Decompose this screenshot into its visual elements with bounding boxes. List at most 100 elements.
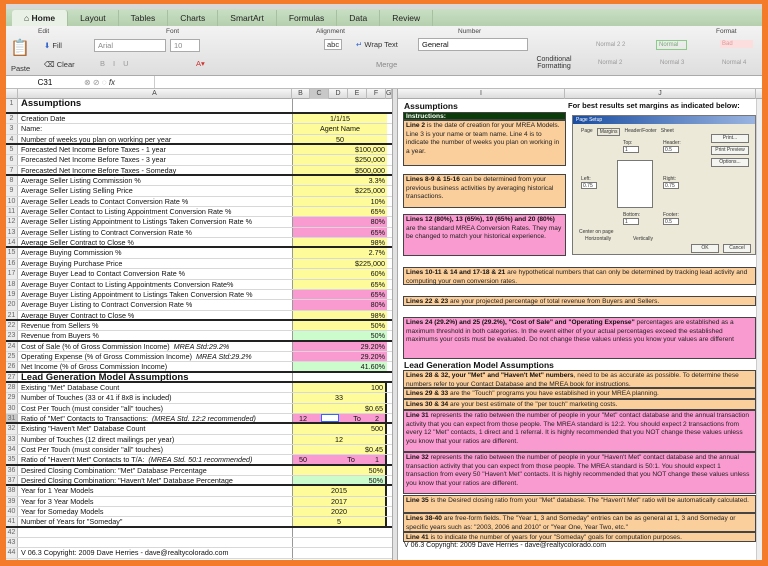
value-cell[interactable]: 3.3%: [292, 176, 387, 186]
value-cell[interactable]: $250,000: [292, 155, 387, 165]
value-cell[interactable]: [292, 548, 387, 558]
row-label[interactable]: Year for Someday Models: [18, 507, 292, 516]
ratio-part[interactable]: 12: [299, 413, 307, 423]
row-label[interactable]: Existing "Met" Database Count: [18, 383, 292, 392]
column-header-e[interactable]: E: [348, 89, 367, 99]
row-number[interactable]: 8: [6, 176, 18, 186]
number-format-select[interactable]: General: [418, 38, 528, 51]
row-label[interactable]: Existing "Haven't Met" Database Count: [18, 424, 292, 433]
row-number[interactable]: 11: [6, 207, 18, 217]
clipboard-icon[interactable]: 📋: [10, 40, 30, 57]
row-number[interactable]: 30: [6, 403, 18, 413]
conditional-formatting-button[interactable]: Conditional Formatting: [536, 56, 572, 70]
row-number[interactable]: 2: [6, 114, 18, 124]
row-label[interactable]: Desired Closing Combination: "Haven't Me…: [18, 476, 292, 484]
row-label[interactable]: Average Buyer Listing to Contract Conver…: [18, 300, 292, 309]
style-normal[interactable]: Normal: [656, 40, 688, 50]
row-label[interactable]: Forecasted Net Income Before Taxes - 3 y…: [18, 155, 292, 164]
row-number[interactable]: 10: [6, 196, 18, 207]
value-cell[interactable]: [292, 372, 387, 381]
value-cell[interactable]: [292, 558, 387, 560]
select-all-corner[interactable]: [6, 89, 18, 99]
value-cell[interactable]: 50 To 1: [292, 455, 387, 465]
value-cell[interactable]: 50%: [292, 465, 387, 476]
value-cell[interactable]: 29.20%: [292, 341, 387, 351]
row-number[interactable]: 34: [6, 445, 18, 455]
row-label[interactable]: Average Seller Leads to Contact Conversi…: [18, 197, 292, 206]
value-cell[interactable]: $0.45: [292, 445, 387, 455]
row-label[interactable]: Average Buyer Listing Appointment to Lis…: [18, 290, 292, 299]
row-label[interactable]: Year for 3 Year Models: [18, 497, 292, 506]
row-label[interactable]: Cost Per Touch (must consider "all" touc…: [18, 445, 292, 454]
row-label[interactable]: Number of Touches (33 or 41 if 8x8 is in…: [18, 393, 292, 402]
row-label[interactable]: Average Seller Listing Selling Price: [18, 186, 292, 195]
row-number[interactable]: 20: [6, 300, 18, 310]
ratio-part[interactable]: 2: [374, 413, 379, 423]
bold-italic-underline-buttons[interactable]: BIU: [100, 59, 137, 68]
font-size-field[interactable]: 10: [170, 39, 200, 52]
value-cell[interactable]: 2017: [292, 496, 387, 507]
row-number[interactable]: 28: [6, 382, 18, 393]
value-cell[interactable]: 41.60%: [292, 362, 387, 371]
row-number[interactable]: 26: [6, 362, 18, 371]
row-number[interactable]: 33: [6, 434, 18, 444]
row-number[interactable]: 23: [6, 331, 18, 340]
value-cell[interactable]: 98%: [292, 238, 387, 247]
row-number[interactable]: 44: [6, 548, 18, 558]
value-cell[interactable]: 2.7%: [292, 248, 387, 258]
value-cell[interactable]: 1/1/15: [292, 114, 387, 124]
row-label[interactable]: Forecasted Net Income Before Taxes - 1 y…: [18, 145, 292, 154]
style-normal-2[interactable]: Normal 2: [598, 60, 623, 66]
value-cell[interactable]: 5: [292, 517, 387, 526]
row-label[interactable]: Creation Date: [18, 114, 292, 123]
value-cell[interactable]: $225,000: [292, 186, 387, 196]
style-bad[interactable]: Bad: [720, 40, 753, 48]
row-number[interactable]: 17: [6, 269, 18, 279]
row-label[interactable]: Average Seller Listing Appointment to Li…: [18, 217, 292, 226]
column-header-a[interactable]: A: [18, 89, 292, 99]
row-number[interactable]: 15: [6, 248, 18, 258]
tab-smartart[interactable]: SmartArt: [218, 10, 277, 26]
row-label[interactable]: Average Buyer Contract to Close %: [18, 311, 292, 319]
value-cell[interactable]: 80%: [292, 217, 387, 227]
row-label[interactable]: Name:: [18, 124, 292, 133]
value-cell[interactable]: 10%: [292, 196, 387, 207]
row-number[interactable]: 7: [6, 165, 18, 175]
ratio-part[interactable]: To: [347, 455, 355, 465]
selected-cell[interactable]: [321, 413, 340, 423]
ratio-part[interactable]: 1: [374, 455, 379, 465]
row-label[interactable]: Average Buying Purchase Price: [18, 259, 292, 268]
row-label[interactable]: Average Buying Commission %: [18, 248, 292, 257]
row-number[interactable]: 41: [6, 517, 18, 526]
row-number[interactable]: 29: [6, 393, 18, 403]
ratio-part[interactable]: 50: [299, 455, 307, 465]
text-orientation-button[interactable]: abc: [324, 39, 343, 50]
row-label[interactable]: Desired Closing Combination: "Met" Datab…: [18, 466, 292, 475]
formula-controls-icon[interactable]: ⊗ ⊘ ◌ fx: [84, 77, 116, 87]
row-number[interactable]: 32: [6, 424, 18, 434]
column-header-i[interactable]: I: [398, 89, 565, 99]
font-color-icon[interactable]: A▾: [196, 59, 205, 68]
value-cell[interactable]: 60%: [292, 269, 387, 279]
column-header-f[interactable]: F: [367, 89, 386, 99]
row-number[interactable]: 43: [6, 538, 18, 548]
value-cell[interactable]: 65%: [292, 289, 387, 300]
row-label[interactable]: Number of Years for "Someday": [18, 517, 292, 525]
tab-home[interactable]: ⌂ Home: [12, 10, 69, 26]
row-label[interactable]: Operating Expense (% of Gross Commission…: [18, 352, 292, 361]
font-name-field[interactable]: Arial: [94, 39, 166, 52]
tab-layout[interactable]: Layout: [68, 10, 119, 26]
style-normal-3[interactable]: Normal 3: [660, 60, 685, 66]
style-normal-4[interactable]: Normal 4: [722, 60, 747, 66]
row-number[interactable]: 35: [6, 455, 18, 464]
value-cell[interactable]: 500: [292, 424, 387, 434]
row-label[interactable]: [18, 538, 292, 547]
row-label[interactable]: Cost of Sale (% of Gross Commission Inco…: [18, 342, 292, 351]
row-label[interactable]: Average Seller Contract to Close %: [18, 238, 292, 246]
column-header-c[interactable]: C: [310, 89, 329, 99]
column-header-j[interactable]: J: [565, 89, 756, 99]
row-number[interactable]: 9: [6, 186, 18, 196]
value-cell[interactable]: 33: [292, 393, 387, 403]
row-number[interactable]: 24: [6, 341, 18, 351]
row-number[interactable]: 5: [6, 145, 18, 155]
